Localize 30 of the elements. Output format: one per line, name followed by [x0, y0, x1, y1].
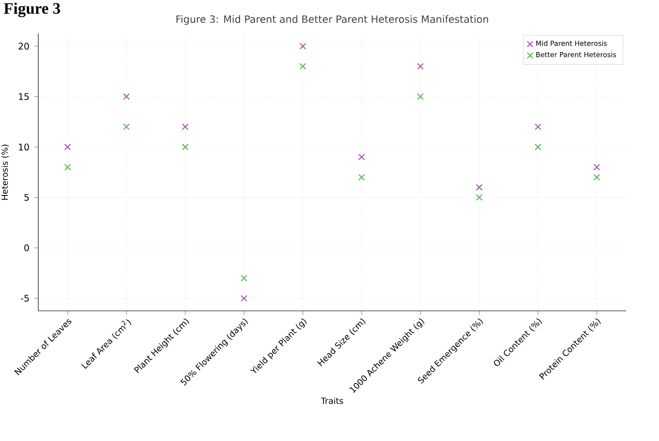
y-tick-label: 20	[18, 42, 29, 50]
y-tick-label: 15	[18, 93, 29, 100]
point	[593, 174, 600, 181]
x-axis-title: Traits	[320, 397, 344, 404]
point	[417, 62, 424, 70]
point	[417, 93, 424, 100]
y-tick-label: 5	[24, 194, 29, 201]
point	[64, 144, 71, 150]
y-tick-label: 10	[18, 144, 29, 150]
point	[476, 194, 483, 201]
chart-title: Figure 3: Mid Parent and Better Parent Heterosis Manifestation	[176, 15, 488, 25]
point	[64, 164, 71, 171]
point	[240, 274, 248, 282]
y-tick-label: 0	[24, 244, 29, 252]
point	[299, 62, 306, 70]
y-axis-title: Heterosis (%)	[1, 144, 9, 200]
y-tick-label: -5	[20, 294, 29, 302]
point	[299, 42, 306, 50]
point	[182, 144, 189, 150]
point	[358, 154, 365, 160]
point	[358, 174, 365, 181]
point	[593, 164, 600, 171]
point	[534, 144, 542, 150]
point	[476, 184, 483, 191]
caption: Figure 3	[4, 2, 60, 18]
point	[123, 123, 130, 130]
point	[182, 123, 189, 130]
point	[240, 294, 248, 302]
point	[534, 123, 542, 130]
point	[123, 93, 130, 100]
